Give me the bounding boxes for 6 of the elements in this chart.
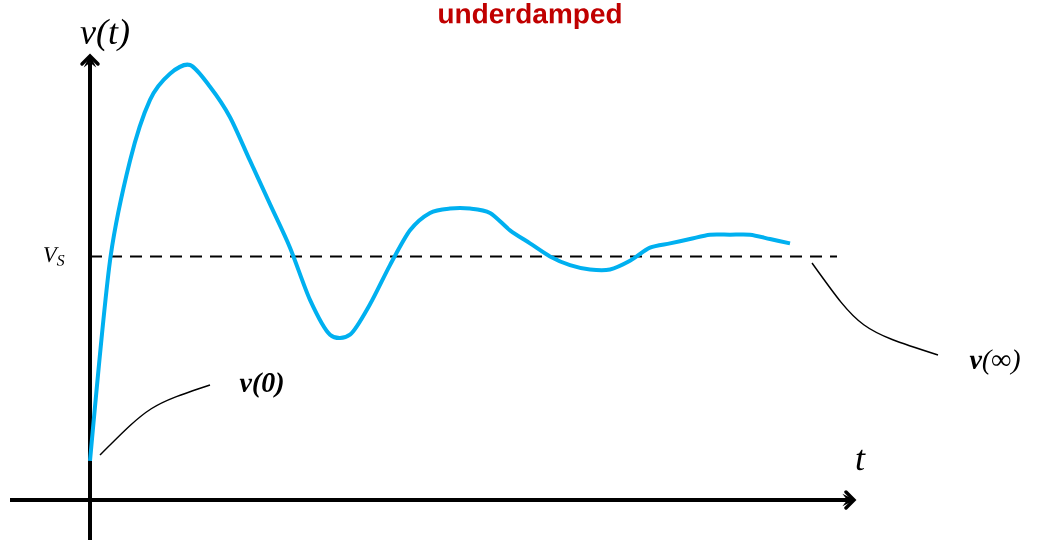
ref-line-label: V$_{S}$ <box>44 247 65 266</box>
chart-title: underdamped <box>439 2 621 30</box>
text: v(∞) <box>969 349 1020 375</box>
annotation: v(0) <box>239 372 283 398</box>
y-axis-title: v(t) <box>80 18 129 52</box>
x-axis-title: t <box>856 449 866 471</box>
